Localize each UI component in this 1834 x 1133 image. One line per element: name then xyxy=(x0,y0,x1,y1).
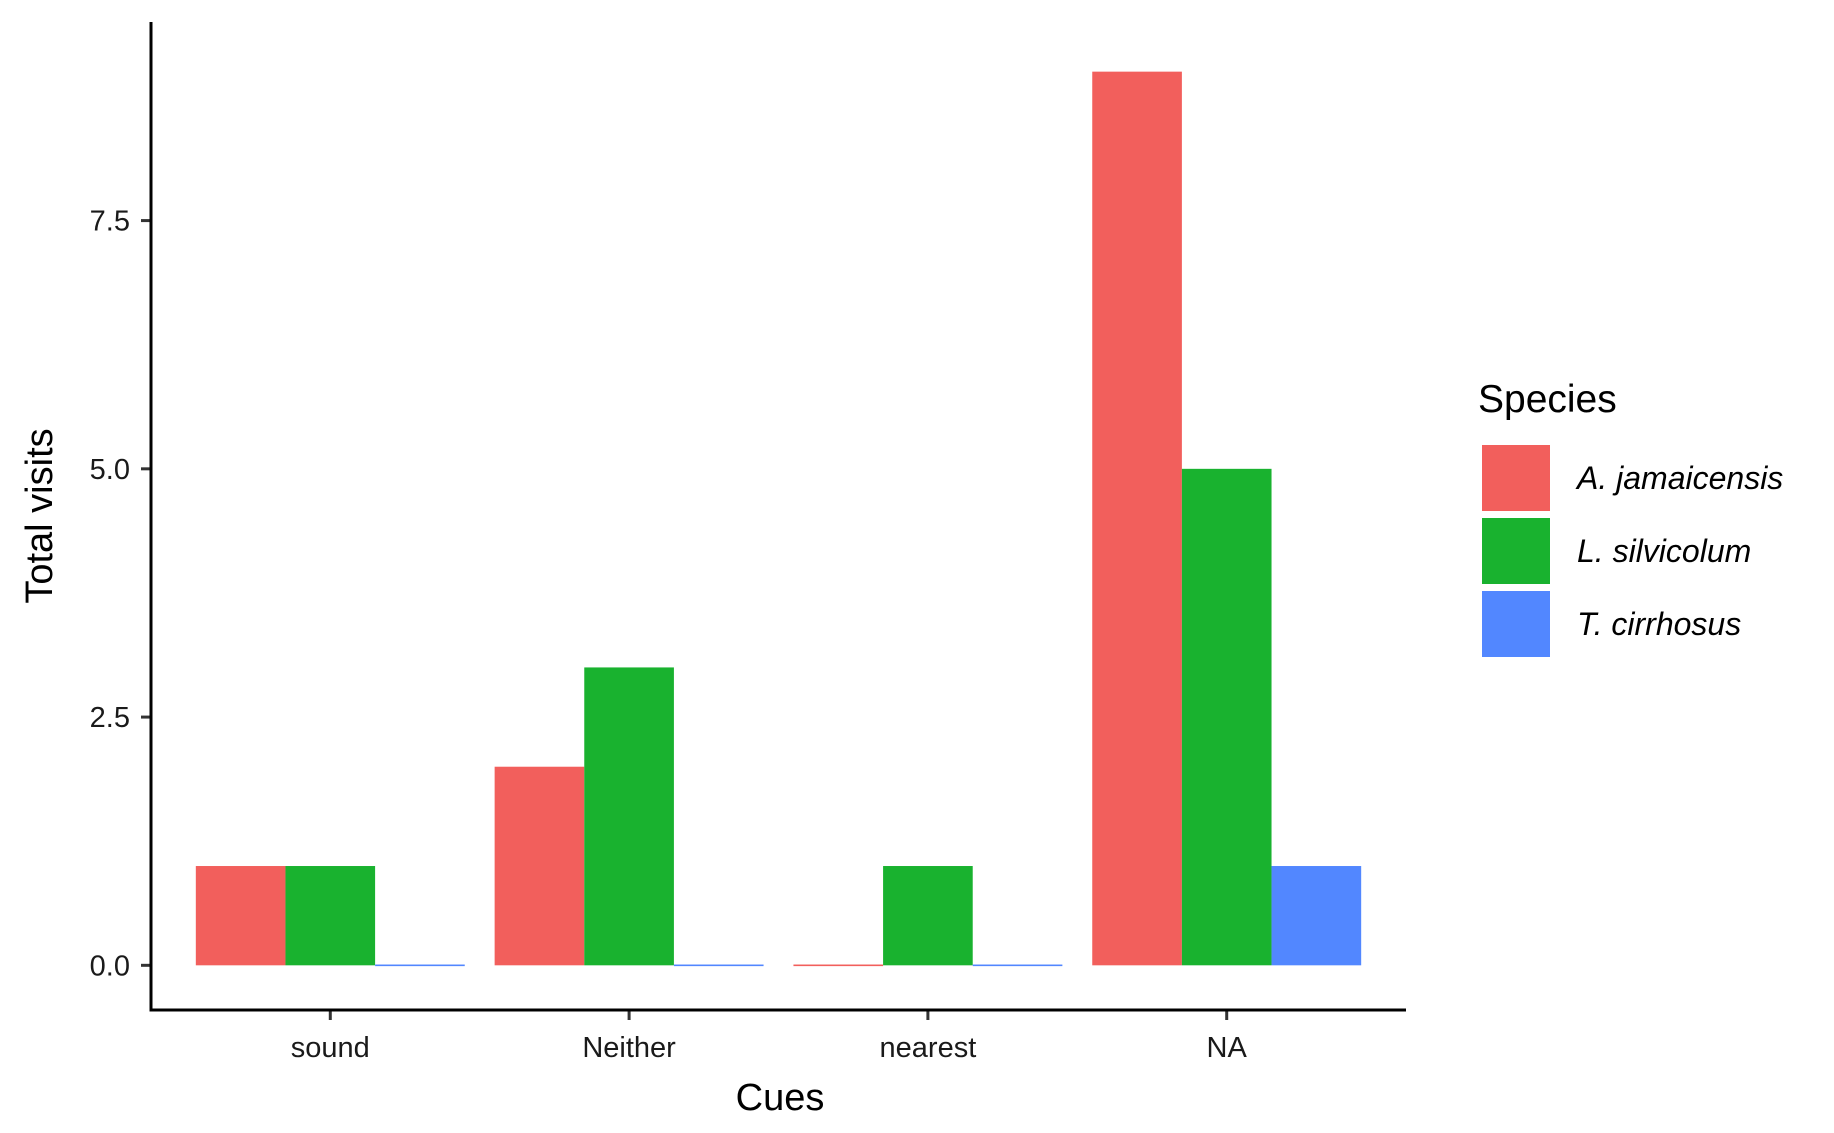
legend-label-series-3: T. cirrhosus xyxy=(1577,606,1741,642)
legend-key-series-3 xyxy=(1482,591,1550,657)
y-axis-ticks: 0.0 2.5 5.0 7.5 xyxy=(90,206,151,982)
bar-na-series-2 xyxy=(1181,468,1272,966)
legend-key-series-1 xyxy=(1482,445,1550,511)
bar-na-series-1 xyxy=(1092,71,1182,966)
bar-sound-series-3 xyxy=(375,964,465,967)
y-tick-label: 5.0 xyxy=(90,454,130,486)
x-tick-label-neither: Neither xyxy=(582,1032,676,1064)
legend-title: Species xyxy=(1478,378,1617,421)
x-tick-label-sound: sound xyxy=(291,1032,370,1064)
bar-sound-series-1 xyxy=(195,866,286,966)
y-axis-title: Total visits xyxy=(19,428,61,603)
x-tick-label-nearest: nearest xyxy=(880,1032,977,1064)
y-tick-label: 7.5 xyxy=(90,206,130,238)
bar-nearest-series-1 xyxy=(793,964,884,967)
bar-na-series-3 xyxy=(1271,866,1362,966)
bar-nearest-series-3 xyxy=(972,964,1063,967)
bars-layer xyxy=(195,71,1362,967)
bar-nearest-series-2 xyxy=(883,866,973,966)
y-tick-label: 2.5 xyxy=(90,702,130,734)
bar-neither-series-2 xyxy=(584,667,674,966)
y-tick-label: 0.0 xyxy=(90,950,130,982)
legend-label-series-1: A. jamaicensis xyxy=(1575,460,1783,496)
bar-neither-series-1 xyxy=(494,766,585,966)
legend-key-series-2 xyxy=(1482,518,1550,584)
bar-neither-series-3 xyxy=(673,964,764,967)
bar-sound-series-2 xyxy=(285,866,376,966)
legend-label-series-2: L. silvicolum xyxy=(1577,533,1751,569)
legend: Species A. jamaicensis L. silvicolum T. ci… xyxy=(1478,378,1783,657)
x-tick-label-na: NA xyxy=(1207,1032,1248,1064)
x-axis-title: Cues xyxy=(736,1077,825,1119)
x-axis-ticks: sound Neither nearest NA xyxy=(291,1010,1248,1064)
